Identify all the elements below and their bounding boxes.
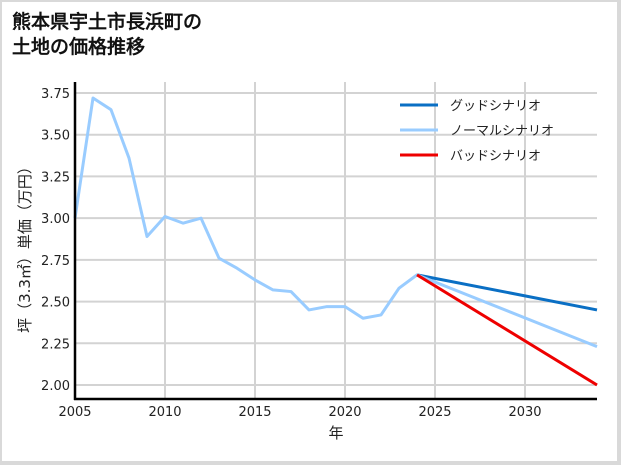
chart-title-line2: 土地の価格推移 [12,36,146,58]
y-tick-label: 3.00 [41,212,70,227]
x-tick-label: 2015 [238,405,271,420]
series-lines [73,96,598,387]
x-tick-label: 2010 [148,405,181,420]
y-tick-label: 3.75 [41,87,70,102]
legend-label: グッドシナリオ [450,99,541,114]
legend-label: ノーマルシナリオ [450,124,554,139]
y-tick-label: 2.75 [41,254,70,269]
y-axis-label: 坪（3.3㎡）単価（万円） [16,159,34,333]
y-tick-label: 3.25 [41,170,70,185]
series-line [73,96,598,349]
y-tick-label: 2.50 [41,296,70,311]
y-tick-label: 3.50 [41,129,70,144]
x-tick-label: 2005 [58,405,91,420]
series-line [416,273,598,387]
x-axis-ticks: 2005 2010 2015 2020 2025 2030 [58,405,541,420]
y-tick-label: 2.00 [41,379,70,394]
chart-title-line1: 熊本県宇土市長浜町の [12,11,203,33]
legend-label: バッドシナリオ [450,149,541,164]
x-tick-label: 2020 [328,405,361,420]
axes [73,82,597,401]
y-tick-label: 2.25 [41,337,70,352]
x-axis-label: 年 [328,424,343,442]
chart-title: 熊本県宇土市長浜町の 土地の価格推移 [12,10,202,60]
y-axis-ticks: 2.00 2.25 2.50 2.75 3.00 3.25 3.50 3.75 [41,87,70,394]
series-line [416,273,598,312]
grid-lines [74,82,597,399]
x-tick-label: 2030 [508,405,541,420]
x-tick-label: 2025 [418,405,451,420]
